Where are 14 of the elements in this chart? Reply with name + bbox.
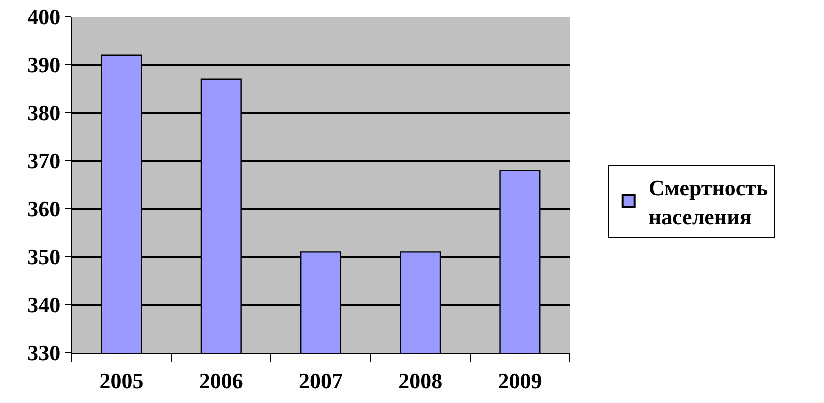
- y-tick-label: 350: [28, 244, 61, 270]
- x-tick-label: 2009: [498, 368, 542, 394]
- legend-label: Смертность населения: [648, 176, 768, 230]
- x-tick-label: 2007: [299, 368, 343, 394]
- y-tick-label: 360: [28, 196, 61, 222]
- x-tick-label: 2008: [398, 368, 443, 394]
- y-tick-label: 330: [28, 340, 61, 366]
- x-tick-label: 2006: [199, 368, 244, 394]
- y-tick-label: 380: [28, 100, 61, 126]
- y-tick-label: 390: [28, 52, 61, 78]
- y-tick-label: 340: [28, 292, 61, 318]
- y-tick-label: 400: [28, 4, 61, 30]
- y-tick-label: 370: [28, 148, 61, 174]
- x-tick-label: 2005: [100, 368, 144, 394]
